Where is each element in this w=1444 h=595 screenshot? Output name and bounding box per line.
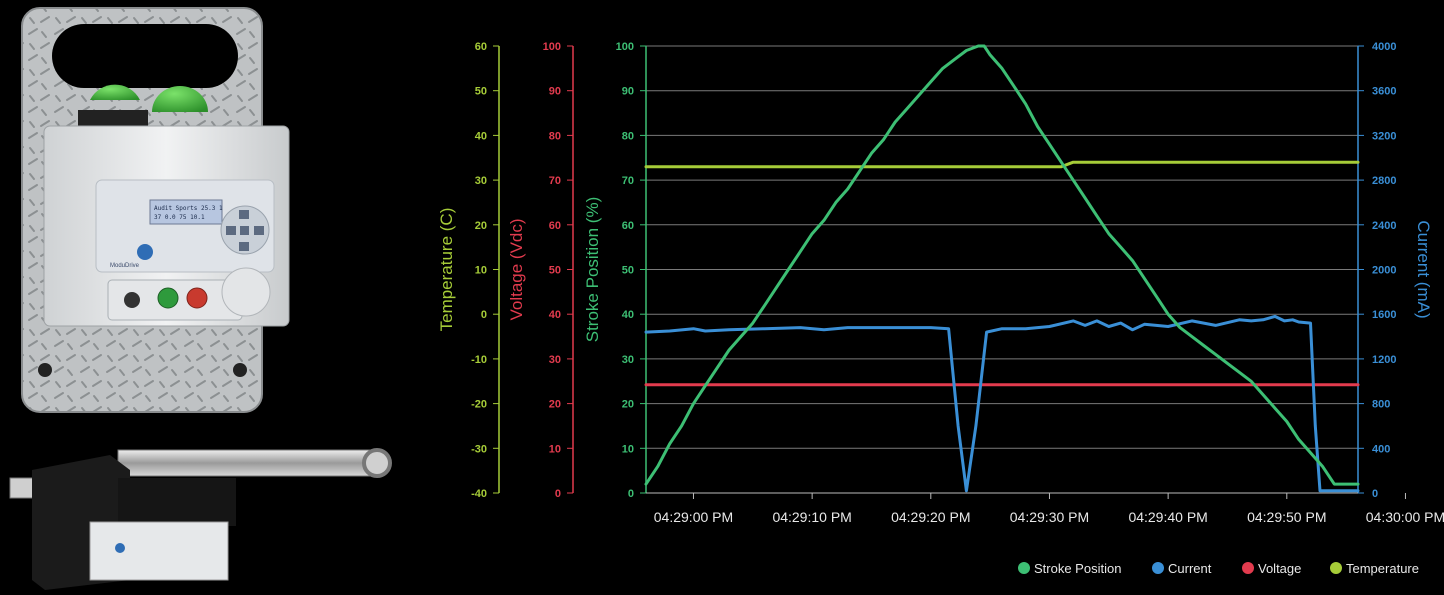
x-tick-label: 04:29:00 PM xyxy=(654,509,733,525)
chart-grid xyxy=(646,45,1358,494)
brand-label: ModuDrive xyxy=(110,263,140,269)
legend-item[interactable]: Temperature xyxy=(1330,561,1419,576)
temperature-tick-label: 0 xyxy=(481,309,487,321)
controller-box: Audit Sports 25.3 1 37 0.0 75 10.1 ModuD… xyxy=(43,84,290,327)
temperature-tick-label: 20 xyxy=(475,220,487,232)
stroke-tick-label: 100 xyxy=(616,41,634,53)
x-axis-ticks: 04:29:00 PM 04:29:10 PM 04:29:20 PM 04:29:3… xyxy=(646,492,1444,525)
stroke-tick-label: 30 xyxy=(622,354,634,366)
x-tick-label: 04:29:40 PM xyxy=(1128,509,1207,525)
series-line-current xyxy=(644,314,1360,493)
temperature-tick-label: 10 xyxy=(475,265,487,277)
x-tick-label: 04:30:00 PM xyxy=(1366,509,1444,525)
chart-series xyxy=(644,44,1360,493)
stroke-tick-label: 70 xyxy=(622,175,634,187)
legend-label: Temperature xyxy=(1346,561,1419,576)
legend-swatch xyxy=(1242,562,1254,574)
stroke-axis-title: Stroke Position (%) xyxy=(583,197,602,343)
stroke-tick-label: 0 xyxy=(628,488,634,500)
temperature-tick-label: 40 xyxy=(475,130,487,142)
x-tick-label: 04:29:20 PM xyxy=(891,509,970,525)
legend-swatch xyxy=(1330,562,1342,574)
temperature-tick-label: -40 xyxy=(471,488,487,500)
temperature-axis-title: Temperature (C) xyxy=(437,208,456,332)
current-tick-label: 400 xyxy=(1372,443,1390,455)
voltage-tick-label: 0 xyxy=(555,488,561,500)
stroke-tick-label: 20 xyxy=(622,399,634,411)
current-tick-label: 800 xyxy=(1372,399,1390,411)
temperature-tick-label: 60 xyxy=(475,41,487,53)
stroke-tick-label: 60 xyxy=(622,220,634,232)
linear-actuator xyxy=(9,448,392,590)
current-tick-label: 2000 xyxy=(1372,265,1396,277)
legend-label: Voltage xyxy=(1258,561,1301,576)
legend-swatch xyxy=(1152,562,1164,574)
current-tick-label: 3200 xyxy=(1372,130,1396,142)
legend-swatch xyxy=(1018,562,1030,574)
voltage-tick-label: 30 xyxy=(549,354,561,366)
legend-item[interactable]: Current xyxy=(1152,561,1212,576)
current-axis: 0 400 800 1200 1600 2000 2400 2800 3200 3600 4000 C… xyxy=(1357,41,1433,500)
x-tick-label: 04:29:50 PM xyxy=(1247,509,1326,525)
legend-label: Stroke Position xyxy=(1034,561,1121,576)
temperature-tick-label: -30 xyxy=(471,443,487,455)
voltage-axis-title: Voltage (Vdc) xyxy=(507,218,526,320)
series-line-stroke-position xyxy=(644,44,1360,486)
voltage-tick-label: 10 xyxy=(549,443,561,455)
voltage-tick-label: 50 xyxy=(549,265,561,277)
voltage-tick-label: 60 xyxy=(549,220,561,232)
temperature-tick-label: -10 xyxy=(471,354,487,366)
lcd-line-1: Audit Sports 25.3 1 xyxy=(154,205,223,212)
temperature-tick-label: 50 xyxy=(475,86,487,98)
x-tick-label: 04:29:10 PM xyxy=(772,509,851,525)
temperature-axis: -40 -30 -20 -10 0 10 20 30 40 50 60 Temperature (C) xyxy=(437,41,500,500)
lcd-line-2: 37 0.0 75 10.1 xyxy=(154,214,205,221)
product-photo: Audit Sports 25.3 1 37 0.0 75 10.1 ModuD… xyxy=(9,7,392,590)
x-tick-label: 04:29:30 PM xyxy=(1010,509,1089,525)
voltage-tick-label: 20 xyxy=(549,399,561,411)
stroke-axis: 0 10 20 30 40 50 60 70 80 90 100 Stroke Position (%… xyxy=(583,41,647,500)
current-tick-label: 1200 xyxy=(1372,354,1396,366)
stroke-tick-label: 80 xyxy=(622,130,634,142)
current-axis-title: Current (mA) xyxy=(1414,220,1433,318)
temperature-tick-label: -20 xyxy=(471,399,487,411)
chart-legend: Stroke Position Current Voltage Temperature xyxy=(1018,561,1419,576)
chart-axes: -40 -30 -20 -10 0 10 20 30 40 50 60 Temperature (C)… xyxy=(437,41,1433,500)
voltage-tick-label: 40 xyxy=(549,309,561,321)
voltage-tick-label: 100 xyxy=(543,41,561,53)
current-tick-label: 2400 xyxy=(1372,220,1396,232)
current-tick-label: 3600 xyxy=(1372,86,1396,98)
stroke-tick-label: 40 xyxy=(622,309,634,321)
current-tick-label: 2800 xyxy=(1372,175,1396,187)
voltage-tick-label: 80 xyxy=(549,130,561,142)
series-line-temperature xyxy=(644,160,1360,169)
current-tick-label: 1600 xyxy=(1372,309,1396,321)
temperature-tick-label: 30 xyxy=(475,175,487,187)
legend-label: Current xyxy=(1168,561,1212,576)
legend-item[interactable]: Stroke Position xyxy=(1018,561,1121,576)
voltage-axis: 0 10 20 30 40 50 60 70 80 90 100 Voltage (Vdc) xyxy=(507,41,574,500)
stroke-tick-label: 50 xyxy=(622,265,634,277)
voltage-tick-label: 70 xyxy=(549,175,561,187)
voltage-tick-label: 90 xyxy=(549,86,561,98)
stroke-tick-label: 90 xyxy=(622,86,634,98)
current-tick-label: 0 xyxy=(1372,488,1378,500)
current-tick-label: 4000 xyxy=(1372,41,1396,53)
legend-item[interactable]: Voltage xyxy=(1242,561,1301,576)
stroke-tick-label: 10 xyxy=(622,443,634,455)
